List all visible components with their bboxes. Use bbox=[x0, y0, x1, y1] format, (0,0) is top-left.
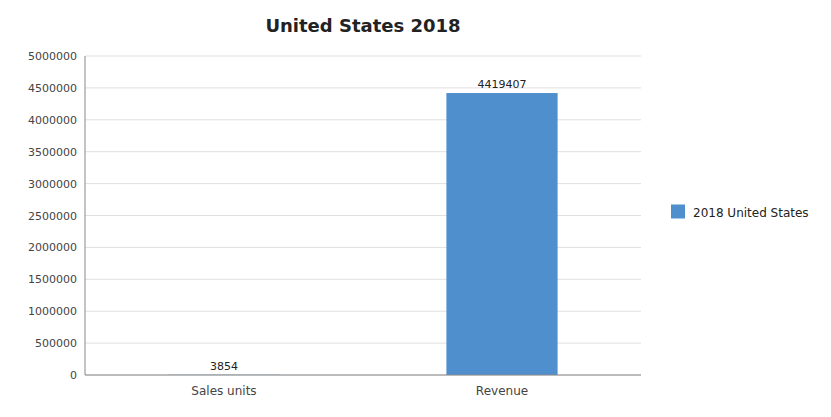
y-tick-label: 5000000 bbox=[28, 50, 77, 63]
y-tick-label: 4000000 bbox=[28, 114, 77, 127]
x-tick-label: Sales units bbox=[191, 384, 256, 398]
legend-swatch bbox=[671, 205, 685, 219]
y-tick-label: 3500000 bbox=[28, 146, 77, 159]
grid-line bbox=[85, 87, 641, 88]
y-tick-label: 1000000 bbox=[28, 305, 77, 318]
grid-line bbox=[85, 375, 641, 376]
bars bbox=[168, 93, 557, 375]
legend-label: 2018 United States bbox=[693, 206, 809, 220]
y-tick-label: 2000000 bbox=[28, 241, 77, 254]
y-tick-label: 1500000 bbox=[28, 273, 77, 286]
y-tick-label: 500000 bbox=[35, 337, 77, 350]
y-tick-label: 4500000 bbox=[28, 82, 77, 95]
y-axis bbox=[85, 56, 86, 375]
data-label: 4419407 bbox=[478, 78, 527, 91]
bar bbox=[446, 93, 557, 375]
grid-line bbox=[85, 56, 641, 57]
title: United States 2018 bbox=[265, 15, 460, 36]
x-axis bbox=[85, 375, 641, 376]
data-label: 3854 bbox=[210, 360, 238, 373]
y-tick-label: 0 bbox=[70, 369, 77, 382]
y-tick-label: 3000000 bbox=[28, 178, 77, 191]
chart: United States 2018 0 500000 1000000 1500000 2… bbox=[0, 0, 831, 417]
y-tick-label: 2500000 bbox=[28, 210, 77, 223]
x-tick-label: Revenue bbox=[476, 384, 528, 398]
